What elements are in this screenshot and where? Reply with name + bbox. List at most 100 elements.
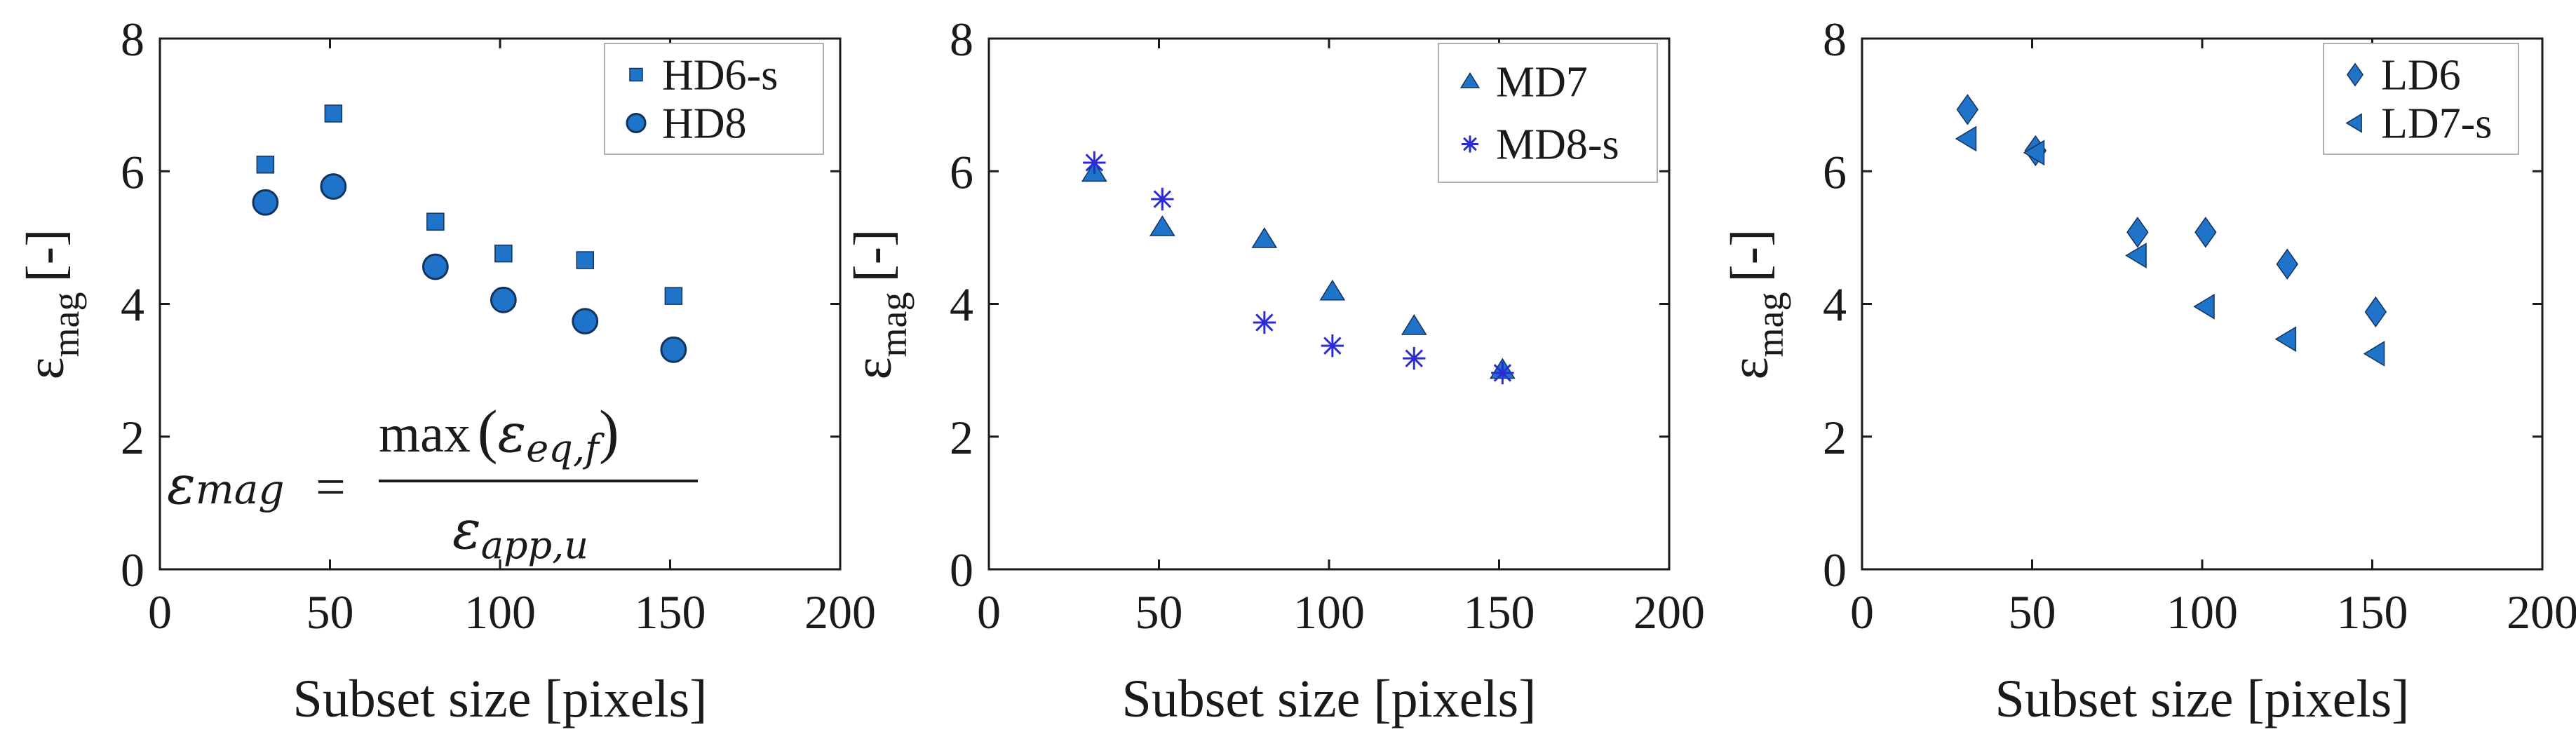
data-point-HD6-s-3 bbox=[426, 212, 445, 231]
data-point-HD8-3 bbox=[422, 253, 449, 280]
legend-label-LD6: LD6 bbox=[2381, 52, 2461, 100]
data-point-LD6-4 bbox=[2194, 217, 2217, 248]
y-axis-label-unit: [-] bbox=[16, 229, 75, 283]
data-point-HD8-1 bbox=[252, 189, 279, 216]
legend-label-HD6-s: HD6-s bbox=[662, 52, 778, 100]
x-tick-label: 200 bbox=[2507, 585, 2576, 639]
formula-lhs: εmag bbox=[167, 454, 285, 516]
formula-numerator: max (εeq,f) bbox=[379, 398, 619, 470]
y-axis-label: εmag [-] bbox=[844, 229, 915, 380]
data-point-MD8-s-3 bbox=[1253, 311, 1276, 334]
x-tick-label: 200 bbox=[804, 585, 876, 639]
x-tick-label: 200 bbox=[1633, 585, 1705, 639]
data-point-MD7-4 bbox=[1319, 279, 1346, 301]
data-point-LD6-5 bbox=[2276, 248, 2298, 280]
y-axis-label-unit: [-] bbox=[1720, 229, 1779, 283]
data-point-LD6-6 bbox=[2364, 296, 2387, 328]
data-point-MD8-s-6 bbox=[1491, 361, 1514, 385]
data-point-HD8-4 bbox=[490, 286, 517, 313]
x-tick-label: 50 bbox=[1135, 585, 1183, 639]
data-point-MD8-s-2 bbox=[1151, 187, 1174, 211]
x-tick-label: 100 bbox=[1293, 585, 1365, 639]
data-point-LD7-s-5 bbox=[2274, 326, 2297, 352]
legend-label-MD7: MD7 bbox=[1496, 59, 1588, 107]
y-axis-label-symbol: ε bbox=[1720, 358, 1779, 380]
x-axis-label: Subset size [pixels] bbox=[1121, 670, 1536, 728]
x-tick-label: 150 bbox=[635, 585, 706, 639]
y-tick-label: 2 bbox=[121, 411, 144, 464]
y-tick-label: 6 bbox=[121, 145, 144, 198]
legend-box bbox=[1438, 43, 1658, 183]
data-point-HD8-6 bbox=[660, 336, 687, 363]
y-tick-label: 4 bbox=[121, 278, 144, 332]
y-axis-label-symbol: ε bbox=[16, 358, 75, 380]
y-axis-label: εmag [-] bbox=[16, 229, 87, 380]
x-tick-label: 150 bbox=[1464, 585, 1535, 639]
data-point-MD7-5 bbox=[1401, 314, 1427, 335]
data-point-LD7-s-3 bbox=[2125, 243, 2147, 269]
x-tick-label: 0 bbox=[1850, 585, 1874, 639]
data-point-HD6-s-5 bbox=[576, 251, 594, 269]
y-axis-label-unit: [-] bbox=[844, 229, 903, 283]
y-tick-label: 8 bbox=[950, 13, 973, 66]
legend-marker-HD8 bbox=[626, 112, 647, 134]
x-tick-label: 100 bbox=[464, 585, 536, 639]
legend-marker-LD6 bbox=[2346, 62, 2364, 87]
formula-denominator: εapp,u bbox=[452, 498, 588, 567]
legend-label-LD7-s: LD7-s bbox=[2381, 100, 2492, 148]
x-tick-label: 50 bbox=[2009, 585, 2056, 639]
data-point-MD8-s-5 bbox=[1403, 346, 1426, 370]
y-axis-label-symbol: ε bbox=[844, 358, 903, 380]
legend-box bbox=[2323, 43, 2519, 155]
x-axis-label: Subset size [pixels] bbox=[1995, 670, 2409, 728]
data-point-HD6-s-2 bbox=[324, 104, 343, 123]
y-tick-label: 6 bbox=[950, 145, 973, 198]
x-tick-label: 150 bbox=[2337, 585, 2408, 639]
data-point-LD7-s-2 bbox=[2023, 140, 2045, 166]
legend-box bbox=[604, 43, 824, 155]
data-point-LD7-s-6 bbox=[2363, 341, 2385, 367]
data-point-MD7-3 bbox=[1251, 227, 1278, 248]
y-axis-label-subscript: mag bbox=[872, 292, 915, 358]
x-tick-label: 0 bbox=[977, 585, 1001, 639]
y-tick-label: 8 bbox=[1823, 13, 1847, 66]
series-LD7-s bbox=[1955, 126, 2385, 367]
data-point-MD8-s-1 bbox=[1083, 151, 1106, 175]
legend-label-MD8-s: MD8-s bbox=[1496, 121, 1619, 169]
legend-marker-HD6-s bbox=[629, 67, 643, 82]
data-point-HD6-s-6 bbox=[664, 287, 683, 305]
series-MD8-s bbox=[1083, 151, 1514, 385]
y-tick-label: 0 bbox=[1823, 543, 1847, 597]
legend: MD7 MD8-s bbox=[1438, 43, 1658, 183]
x-tick-label: 50 bbox=[306, 585, 354, 639]
formula-annotation: εmag = max (εeq,f) εapp,u bbox=[167, 398, 698, 567]
data-point-MD8-s-4 bbox=[1321, 334, 1344, 358]
x-tick-label: 0 bbox=[148, 585, 172, 639]
series-HD8 bbox=[252, 173, 687, 363]
y-axis-label: εmag [-] bbox=[1720, 229, 1791, 380]
data-point-LD6-3 bbox=[2126, 217, 2149, 248]
data-point-LD7-s-4 bbox=[2193, 293, 2215, 320]
series-HD6-s bbox=[256, 104, 683, 305]
x-axis-label: Subset size [pixels] bbox=[292, 670, 707, 728]
legend-marker-MD8-s bbox=[1461, 135, 1479, 153]
data-point-LD7-s-1 bbox=[1955, 126, 1977, 152]
legend-marker-MD7 bbox=[1459, 72, 1481, 88]
formula-equals: = bbox=[316, 458, 346, 517]
y-tick-label: 0 bbox=[121, 543, 144, 597]
panel-2: 0 50 100 150 200 0 2 4 6 8 Subset size [pixels] εma… bbox=[844, 13, 1705, 728]
y-axis-label-subscript: mag bbox=[45, 292, 87, 358]
x-tick-label: 100 bbox=[2166, 585, 2238, 639]
y-tick-label: 6 bbox=[1823, 145, 1847, 198]
y-tick-label: 2 bbox=[1823, 411, 1847, 464]
data-point-MD7-2 bbox=[1149, 215, 1175, 236]
legend-label-HD8: HD8 bbox=[662, 100, 747, 148]
data-point-HD8-2 bbox=[320, 173, 347, 200]
y-tick-label: 4 bbox=[1823, 278, 1847, 332]
data-point-HD6-s-4 bbox=[494, 244, 513, 263]
